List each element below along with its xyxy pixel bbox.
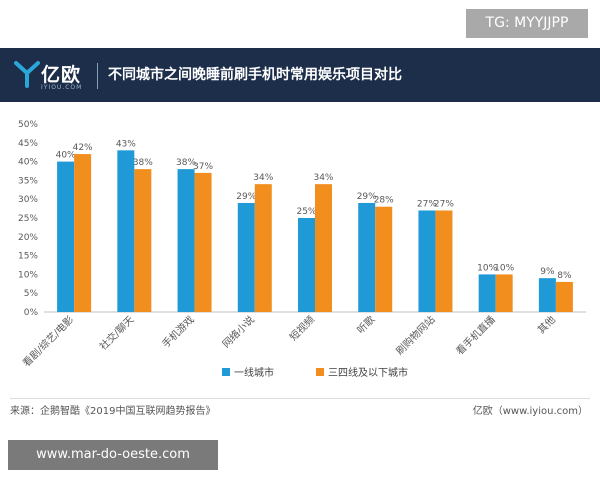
bar-tier1: [298, 218, 315, 312]
data-label: 28%: [374, 196, 394, 206]
x-tick-label: 看手机直播: [453, 313, 498, 358]
bar-tier1: [538, 278, 556, 312]
bar-tier1: [478, 274, 496, 312]
footer-rule: [10, 398, 590, 399]
watermark-top: TG: MYYJJPP: [466, 9, 588, 38]
y-tick-label: 10%: [18, 270, 38, 280]
y-tick-label: 40%: [18, 158, 38, 168]
legend-swatch: [222, 368, 230, 376]
data-label: 38%: [176, 158, 196, 168]
x-tick-label: 其他: [535, 313, 558, 336]
data-label: 43%: [116, 139, 136, 149]
legend-label: 三四线及以下城市: [328, 366, 408, 379]
y-tick-label: 45%: [18, 139, 38, 149]
data-label: 37%: [193, 162, 213, 172]
footer: 来源：企鹅智酷《2019中国互联网趋势报告》 亿欧（www.iyiou.com）: [0, 398, 600, 420]
data-label: 10%: [494, 263, 514, 273]
brand-credit: 亿欧（www.iyiou.com）: [472, 406, 588, 417]
legend-swatch: [316, 368, 324, 376]
bar-chart: 0%5%10%15%20%25%30%35%40%45%50%40%42%看剧/…: [18, 120, 586, 379]
bar-tier1: [57, 161, 75, 312]
data-label: 29%: [236, 192, 256, 202]
bar-tier34: [74, 154, 92, 312]
bar-tier34: [194, 172, 212, 312]
y-tick-label: 5%: [24, 289, 39, 299]
x-tick-label: 短视频: [287, 313, 317, 343]
data-label: 38%: [133, 158, 153, 168]
data-label: 9%: [540, 267, 555, 277]
data-label: 34%: [313, 173, 333, 183]
logo-subtext: IYIOU.COM: [41, 84, 83, 91]
bar-tier34: [315, 184, 332, 312]
data-label: 10%: [477, 263, 497, 273]
x-tick-label: 网络小说: [219, 313, 256, 350]
x-tick-label: 手机游戏: [159, 313, 196, 350]
data-label: 8%: [557, 271, 572, 281]
y-tick-label: 30%: [18, 195, 38, 205]
brand-logo: 亿欧 IYIOU.COM: [14, 58, 94, 94]
bar-tier34: [555, 281, 573, 312]
data-label: 42%: [73, 143, 93, 153]
x-tick-label: 看剧/综艺/电影: [20, 313, 76, 369]
legend-label: 一线城市: [234, 366, 274, 379]
bar-tier34: [375, 206, 393, 312]
bar-tier34: [134, 169, 152, 312]
data-label: 40%: [56, 151, 76, 161]
data-label: 25%: [296, 207, 316, 217]
x-tick-label: 听歌: [354, 313, 377, 336]
bar-tier1: [237, 202, 255, 312]
watermark-bottom: www.mar-do-oeste.com: [8, 440, 218, 470]
bar-tier34: [435, 210, 453, 312]
bar-tier34: [495, 274, 513, 312]
data-label: 29%: [357, 192, 377, 202]
logo-mark-icon: [14, 61, 40, 88]
x-tick-label: 社交/聊天: [97, 313, 137, 353]
data-label: 34%: [253, 173, 273, 183]
data-label: 27%: [434, 199, 454, 209]
bar-tier34: [254, 184, 272, 312]
chart-area: 0% 5% 10% 15% 20% 25% 30% 35% 40% 45% 50% 40% 42% 看剧/…: [0, 108, 600, 398]
x-tick-label: 刷购物网站: [393, 313, 438, 358]
bar-tier1: [177, 169, 195, 312]
y-tick-label: 50%: [18, 120, 38, 130]
header-divider: [97, 63, 98, 89]
y-tick-label: 25%: [18, 214, 38, 224]
logo-text: 亿欧: [41, 64, 82, 86]
source-note: 来源：企鹅智酷《2019中国互联网趋势报告》: [10, 406, 216, 417]
y-tick-label: 15%: [18, 252, 38, 262]
chart-title: 不同城市之间晚睡前刷手机时常用娱乐项目对比: [108, 67, 402, 83]
y-tick-label: 35%: [18, 176, 38, 186]
chart-header: 亿欧 IYIOU.COM 不同城市之间晚睡前刷手机时常用娱乐项目对比: [0, 48, 600, 102]
bar-tier1: [418, 210, 436, 312]
data-label: 27%: [417, 199, 437, 209]
bar-tier1: [117, 150, 135, 312]
bar-tier1: [358, 202, 376, 312]
y-tick-label: 20%: [18, 233, 38, 243]
y-tick-label: 0%: [24, 308, 39, 318]
